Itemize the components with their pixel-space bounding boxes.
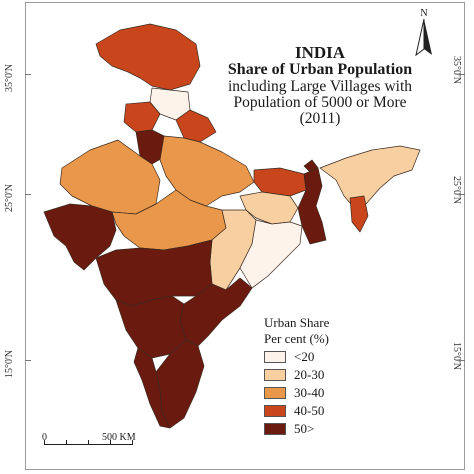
title-line1: INDIA	[294, 43, 346, 62]
scale-tick	[66, 440, 67, 445]
region-mizoram	[349, 195, 369, 233]
title-line3: including Large Villages with	[227, 77, 413, 95]
region-maharashtra	[95, 239, 213, 307]
legend-label: <20	[294, 349, 315, 365]
region-odisha	[239, 219, 303, 289]
north-arrow-icon	[415, 18, 432, 57]
region-kerala	[133, 347, 171, 429]
region-bihar	[253, 167, 307, 197]
tick-mark	[25, 360, 31, 361]
region-west-bengal	[297, 167, 327, 245]
tick-mark	[25, 194, 31, 195]
tick-mark	[25, 74, 31, 75]
legend-swatch	[264, 405, 286, 418]
region-uttar-pradesh	[159, 135, 255, 207]
legend-item: 50>	[264, 421, 404, 437]
north-arrow: N	[414, 8, 434, 62]
scale-tick	[44, 440, 45, 445]
map-legend: Urban Share Per cent (%) <20 20-30 30-40 40…	[264, 315, 404, 436]
legend-swatch	[264, 423, 286, 436]
legend-title-line2: Per cent (%)	[264, 330, 329, 346]
legend-title-line1: Urban Share	[264, 315, 330, 330]
title-line4: Population of 5000 or More	[233, 93, 407, 111]
scale-start-label: 0	[42, 432, 47, 443]
legend-swatch	[264, 351, 286, 364]
legend-label: 20-30	[294, 367, 325, 383]
legend-item: 20-30	[264, 367, 404, 383]
north-label: N	[420, 8, 428, 19]
scale-bar: 0 500 KM	[42, 430, 174, 460]
tick-mark	[459, 360, 465, 361]
legend-label: 50>	[294, 421, 315, 437]
scale-tick	[88, 440, 89, 445]
scale-tick	[110, 440, 111, 445]
tick-mark	[459, 74, 465, 75]
title-line5: (2011)	[299, 110, 341, 128]
legend-item: <20	[264, 349, 404, 365]
region-jammu-kashmir	[95, 23, 201, 91]
legend-swatch	[264, 387, 286, 400]
title-line2: Share of Urban Population	[227, 60, 413, 78]
map-title: INDIA Share of Urban Population includin…	[200, 44, 440, 127]
region-gujarat	[43, 203, 117, 271]
legend-swatch	[264, 369, 286, 382]
tick-mark	[459, 194, 465, 195]
scale-tick	[132, 440, 133, 445]
legend-label: 40-50	[294, 403, 325, 419]
map-frame	[25, 2, 465, 470]
region-northeast	[319, 145, 421, 211]
region-karnataka	[115, 295, 187, 359]
legend-item: 30-40	[264, 385, 404, 401]
scale-end-label: 500 KM	[102, 432, 136, 443]
legend-label: 30-40	[294, 385, 325, 401]
legend-item: 40-50	[264, 403, 404, 419]
